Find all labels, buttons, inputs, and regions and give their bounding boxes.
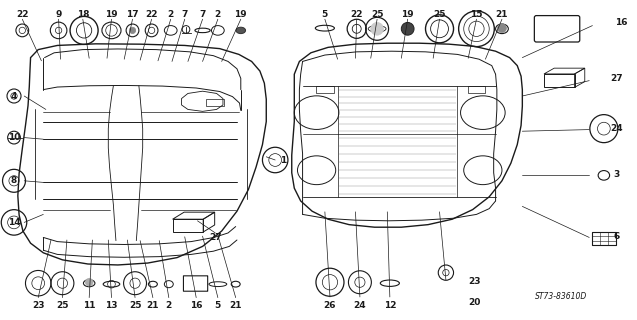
Text: 23: 23 — [468, 277, 481, 286]
Text: 18: 18 — [76, 10, 89, 19]
Bar — [468, 86, 485, 93]
Text: 7: 7 — [182, 10, 188, 19]
Text: 19: 19 — [105, 10, 118, 19]
Text: 21: 21 — [496, 10, 508, 19]
Text: 22: 22 — [145, 10, 158, 19]
Text: 25: 25 — [371, 10, 383, 19]
Text: 22: 22 — [350, 10, 363, 19]
Bar — [544, 74, 575, 87]
Text: 16: 16 — [615, 18, 627, 27]
Text: 5: 5 — [322, 10, 328, 19]
Text: 15: 15 — [470, 10, 483, 19]
Text: 25: 25 — [433, 10, 446, 19]
Text: 5: 5 — [215, 301, 221, 310]
Circle shape — [129, 27, 136, 34]
Text: 2: 2 — [168, 10, 174, 19]
Text: 21: 21 — [147, 301, 159, 310]
Text: 8: 8 — [11, 176, 17, 185]
Text: 1: 1 — [280, 156, 287, 164]
Circle shape — [371, 22, 383, 35]
Text: ST73-83610D: ST73-83610D — [535, 292, 587, 301]
Text: 7: 7 — [199, 10, 206, 19]
Text: 19: 19 — [234, 10, 247, 19]
Text: 3: 3 — [613, 170, 620, 179]
Text: 13: 13 — [105, 301, 118, 310]
Text: 2: 2 — [215, 10, 221, 19]
Text: 25: 25 — [129, 301, 141, 310]
Bar — [316, 86, 334, 93]
Text: 22: 22 — [16, 10, 29, 19]
Text: 19: 19 — [401, 10, 414, 19]
Text: 27: 27 — [209, 233, 222, 242]
Text: 26: 26 — [324, 301, 336, 310]
Bar — [592, 232, 616, 245]
Text: 16: 16 — [190, 301, 203, 310]
Text: 9: 9 — [55, 10, 62, 19]
Text: 23: 23 — [32, 301, 45, 310]
Text: 11: 11 — [83, 301, 96, 310]
Text: 21: 21 — [229, 301, 242, 310]
Text: 24: 24 — [610, 124, 623, 133]
Text: 10: 10 — [8, 133, 20, 142]
Text: 17: 17 — [126, 10, 139, 19]
Text: 12: 12 — [383, 301, 396, 310]
Text: 2: 2 — [166, 301, 172, 310]
Text: 6: 6 — [613, 232, 620, 241]
Text: 25: 25 — [56, 301, 69, 310]
Text: 4: 4 — [11, 92, 17, 100]
Circle shape — [401, 22, 414, 35]
Ellipse shape — [236, 27, 246, 34]
Text: 24: 24 — [354, 301, 366, 310]
Circle shape — [85, 278, 93, 286]
Text: 20: 20 — [468, 298, 481, 307]
Circle shape — [497, 24, 506, 33]
Bar — [173, 219, 203, 232]
Text: 14: 14 — [8, 218, 20, 227]
Text: 27: 27 — [610, 74, 623, 83]
Bar — [206, 99, 224, 106]
